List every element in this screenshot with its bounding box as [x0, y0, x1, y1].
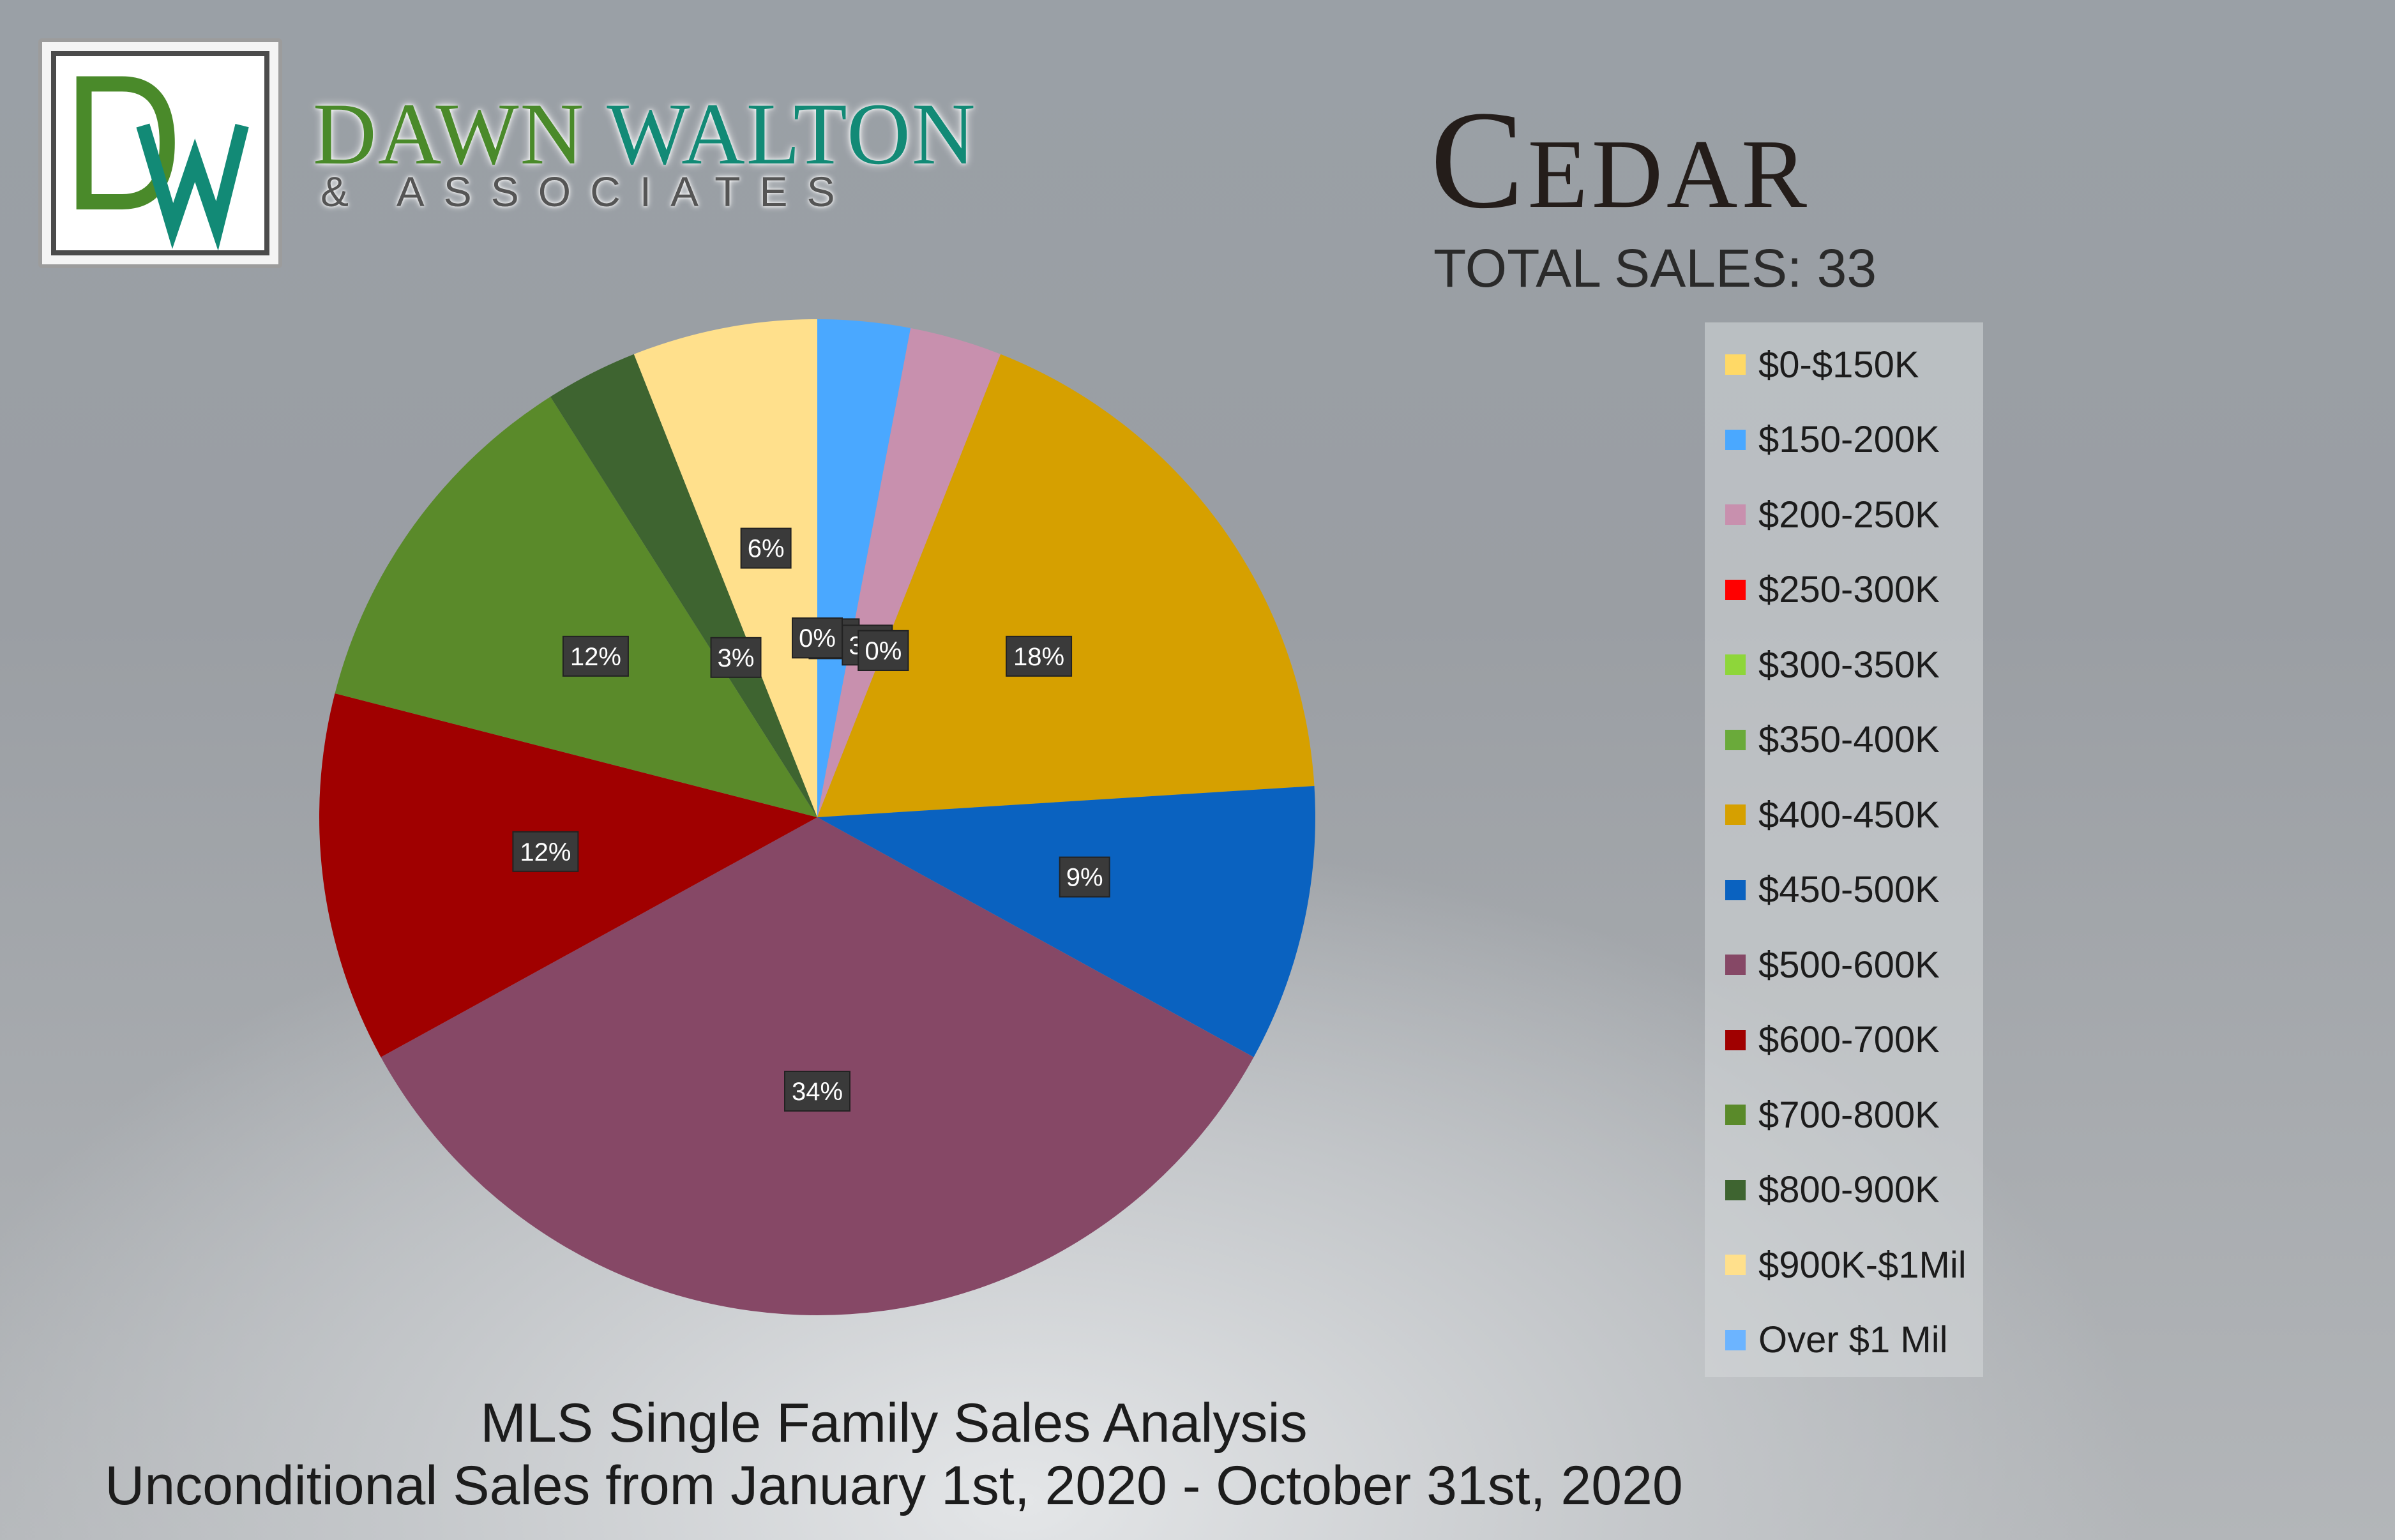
- legend-label: $300-350K: [1758, 644, 1940, 686]
- brand-tagline: & ASSOCIATES: [321, 168, 854, 215]
- pie-slice-900k-1mil: [633, 319, 817, 817]
- legend-item-200-250k: $200-250K: [1725, 489, 1940, 540]
- legend-swatch: [1725, 579, 1746, 600]
- legend-item-450-500k: $450-500K: [1725, 864, 1940, 916]
- legend-swatch: [1725, 879, 1746, 900]
- brand-name-last: WALTON: [607, 85, 977, 183]
- legend-swatch: [1725, 354, 1746, 375]
- legend-item-250-300k: $250-300K: [1725, 564, 1940, 615]
- legend-label: $900K-$1Mil: [1758, 1244, 1967, 1286]
- legend-swatch: [1725, 1255, 1746, 1275]
- dw-monogram-icon: [76, 76, 249, 250]
- legend-label: $150-200K: [1758, 419, 1940, 460]
- legend-item-150-200k: $150-200K: [1725, 414, 1940, 465]
- legend-swatch: [1725, 955, 1746, 975]
- legend-item-600-700k: $600-700K: [1725, 1015, 1940, 1066]
- data-label-text: 0%: [799, 624, 836, 653]
- legend-label: $200-250K: [1758, 494, 1940, 536]
- legend-swatch: [1725, 429, 1746, 450]
- pie-slice-150-200k: [817, 319, 911, 817]
- page-title: Cedar: [1430, 82, 1811, 238]
- pie-slice-600-700k: [319, 693, 817, 1057]
- pie-slice-400-450k: [817, 354, 1315, 817]
- legend-swatch: [1725, 1029, 1746, 1050]
- data-label-text: 0%: [865, 637, 902, 665]
- pie-slice-500-600k: [381, 817, 1254, 1315]
- legend-item-350-400k: $350-400K: [1725, 714, 1940, 766]
- data-label-800-900k: 3%: [710, 637, 762, 678]
- data-label-600-700k: 12%: [512, 831, 579, 872]
- legend-item-300-350k: $300-350K: [1725, 639, 1940, 690]
- data-label-350-400k: 0%: [858, 630, 909, 671]
- logo-frame: [51, 51, 269, 255]
- legend-item-500-600k: $500-600K: [1725, 939, 1940, 990]
- legend-label: $250-300K: [1758, 569, 1940, 610]
- data-label-text: 12%: [520, 838, 571, 866]
- legend-label: Over $1 Mil: [1758, 1319, 1948, 1361]
- data-label-box: [858, 630, 909, 671]
- pie-slice-200-250k: [817, 328, 1001, 817]
- data-label-box: [740, 527, 792, 569]
- brand-name: DAWN WALTON: [313, 83, 977, 185]
- legend-label: $0-$150K: [1758, 343, 1919, 386]
- pie-slice-800-900k: [550, 354, 817, 817]
- chart-subtitle: MLS Single Family Sales Analysis: [480, 1393, 1308, 1454]
- legend-swatch: [1725, 1329, 1746, 1350]
- pie-slice-450-500k: [817, 786, 1315, 1057]
- data-label-box: [512, 831, 579, 872]
- data-label-over-1-mil: 0%: [792, 617, 843, 659]
- legend-label: $450-500K: [1758, 869, 1940, 910]
- total-sales: TOTAL SALES: 33: [1433, 238, 1877, 298]
- data-label-700-800k: 12%: [562, 635, 629, 677]
- legend-item-700-800k: $700-800K: [1725, 1089, 1940, 1140]
- data-label-text: 6%: [748, 535, 785, 563]
- data-label-box: [784, 1071, 850, 1112]
- data-label-900k-1mil: 6%: [740, 527, 792, 569]
- brand-name-first: DAWN: [313, 85, 586, 183]
- pie-slice-700-800k: [335, 396, 817, 817]
- data-label-450-500k: 9%: [1059, 856, 1110, 898]
- legend-swatch: [1725, 804, 1746, 825]
- data-label-text: 34%: [792, 1078, 843, 1106]
- legend-swatch: [1725, 729, 1746, 750]
- legend-label: $500-600K: [1758, 944, 1940, 986]
- data-label-text: 12%: [570, 643, 621, 671]
- legend-item-800-900k: $800-900K: [1725, 1165, 1940, 1216]
- legend-item-over-1-mil: Over $1 Mil: [1725, 1315, 1948, 1366]
- data-label-box: [1059, 856, 1110, 898]
- data-label-400-450k: 18%: [1006, 635, 1073, 677]
- data-label-box: [792, 617, 843, 659]
- chart-legend: $0-$150K $150-200K $200-250K $250-300K $300-…: [1705, 322, 1983, 1377]
- legend-label: $800-900K: [1758, 1169, 1940, 1211]
- legend-label: $400-450K: [1758, 794, 1940, 836]
- data-label-box: [1006, 635, 1073, 677]
- legend-item-900k-1mil: $900K-$1Mil: [1725, 1239, 1967, 1290]
- legend-item-0-150k: $0-$150K: [1725, 339, 1919, 390]
- logo: [38, 38, 282, 268]
- data-label-500-600k: 34%: [784, 1071, 850, 1112]
- legend-item-400-450k: $400-450K: [1725, 789, 1940, 840]
- data-label-text: 9%: [1066, 864, 1103, 892]
- legend-label: $350-400K: [1758, 719, 1940, 760]
- legend-swatch: [1725, 1105, 1746, 1125]
- chart-date-range: Unconditional Sales from January 1st, 20…: [105, 1455, 1683, 1516]
- legend-label: $600-700K: [1758, 1019, 1940, 1061]
- legend-swatch: [1725, 504, 1746, 525]
- data-label-box: [710, 637, 762, 678]
- data-label-text: 18%: [1013, 643, 1064, 671]
- legend-label: $700-800K: [1758, 1094, 1940, 1136]
- legend-swatch: [1725, 1179, 1746, 1200]
- legend-swatch: [1725, 654, 1746, 675]
- data-label-text: 3%: [718, 644, 755, 672]
- data-label-box: [562, 635, 629, 677]
